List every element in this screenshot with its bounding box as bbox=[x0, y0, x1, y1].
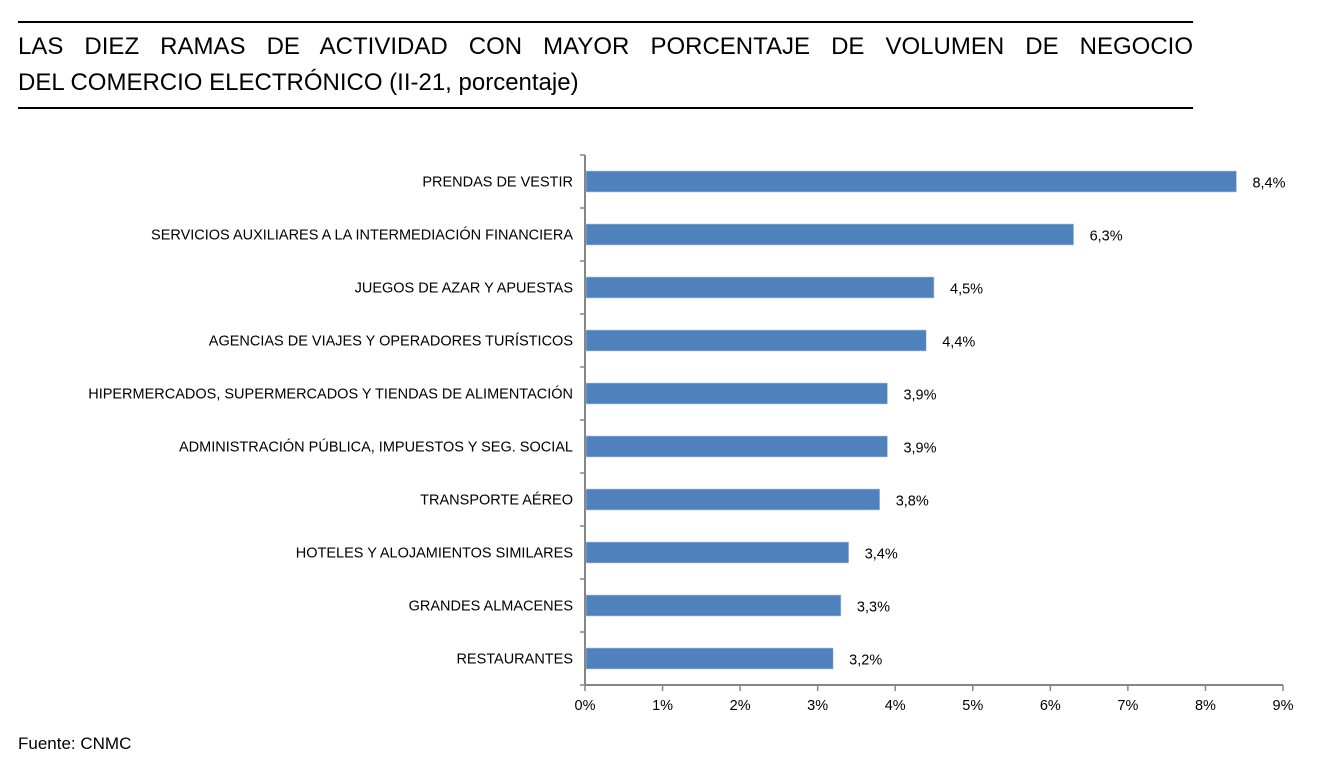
bar bbox=[585, 488, 881, 511]
x-tick-label: 7% bbox=[1117, 698, 1138, 714]
category-label: HIPERMERCADOS, SUPERMERCADOS Y TIENDAS D… bbox=[88, 386, 573, 403]
x-tick-label: 3% bbox=[807, 698, 828, 714]
x-tick-label: 9% bbox=[1273, 698, 1294, 714]
chart-title: LAS DIEZ RAMAS DE ACTIVIDAD CON MAYOR PO… bbox=[18, 21, 1193, 109]
category-label: GRANDES ALMACENES bbox=[409, 599, 573, 615]
bars-layer bbox=[585, 170, 1237, 670]
chart-title-line-2: DEL COMERCIO ELECTRÓNICO (II-21, porcent… bbox=[18, 69, 579, 96]
x-tick-label: 5% bbox=[962, 698, 983, 714]
axis-layer bbox=[580, 154, 1284, 691]
bar bbox=[585, 382, 888, 405]
category-label: SERVICIOS AUXILIARES A LA INTERMEDIACIÓN… bbox=[151, 227, 573, 244]
x-tick-label: 8% bbox=[1195, 698, 1216, 714]
data-label: 8,4% bbox=[1252, 176, 1285, 192]
x-tick-label: 0% bbox=[575, 698, 596, 714]
category-label: PRENDAS DE VESTIR bbox=[422, 175, 573, 191]
bar bbox=[585, 223, 1074, 246]
bar bbox=[585, 435, 888, 458]
labels-layer: PRENDAS DE VESTIR 8,4% SERVICIOS AUXILIARE… bbox=[88, 175, 1293, 715]
category-label: JUEGOS DE AZAR Y APUESTAS bbox=[355, 281, 573, 297]
bar bbox=[585, 170, 1237, 193]
category-label: RESTAURANTES bbox=[456, 652, 573, 668]
data-label: 4,4% bbox=[942, 335, 975, 351]
x-tick-label: 6% bbox=[1040, 698, 1061, 714]
bar bbox=[585, 276, 935, 299]
source-note: Fuente: CNMC bbox=[18, 734, 132, 753]
x-tick-label: 1% bbox=[652, 698, 673, 714]
chart-title-line-1: LAS DIEZ RAMAS DE ACTIVIDAD CON MAYOR PO… bbox=[18, 33, 1193, 60]
data-label: 4,5% bbox=[950, 282, 983, 298]
data-label: 3,9% bbox=[903, 388, 936, 404]
category-label: AGENCIAS DE VIAJES Y OPERADORES TURÍSTIC… bbox=[209, 333, 573, 350]
x-tick-label: 4% bbox=[885, 698, 906, 714]
bar bbox=[585, 594, 842, 617]
data-label: 3,4% bbox=[865, 547, 898, 563]
bar bbox=[585, 329, 927, 352]
data-label: 3,8% bbox=[896, 494, 929, 510]
data-label: 3,9% bbox=[903, 441, 936, 457]
bar bbox=[585, 647, 834, 670]
data-label: 3,3% bbox=[857, 600, 890, 616]
data-label: 6,3% bbox=[1090, 229, 1123, 245]
category-label: HOTELES Y ALOJAMIENTOS SIMILARES bbox=[296, 546, 573, 562]
bar bbox=[585, 541, 849, 564]
data-label: 3,2% bbox=[849, 653, 882, 669]
x-tick-label: 2% bbox=[730, 698, 751, 714]
category-label: TRANSPORTE AÉREO bbox=[420, 492, 573, 509]
category-label: ADMINISTRACIÓN PÚBLICA, IMPUESTOS Y SEG.… bbox=[179, 439, 573, 456]
